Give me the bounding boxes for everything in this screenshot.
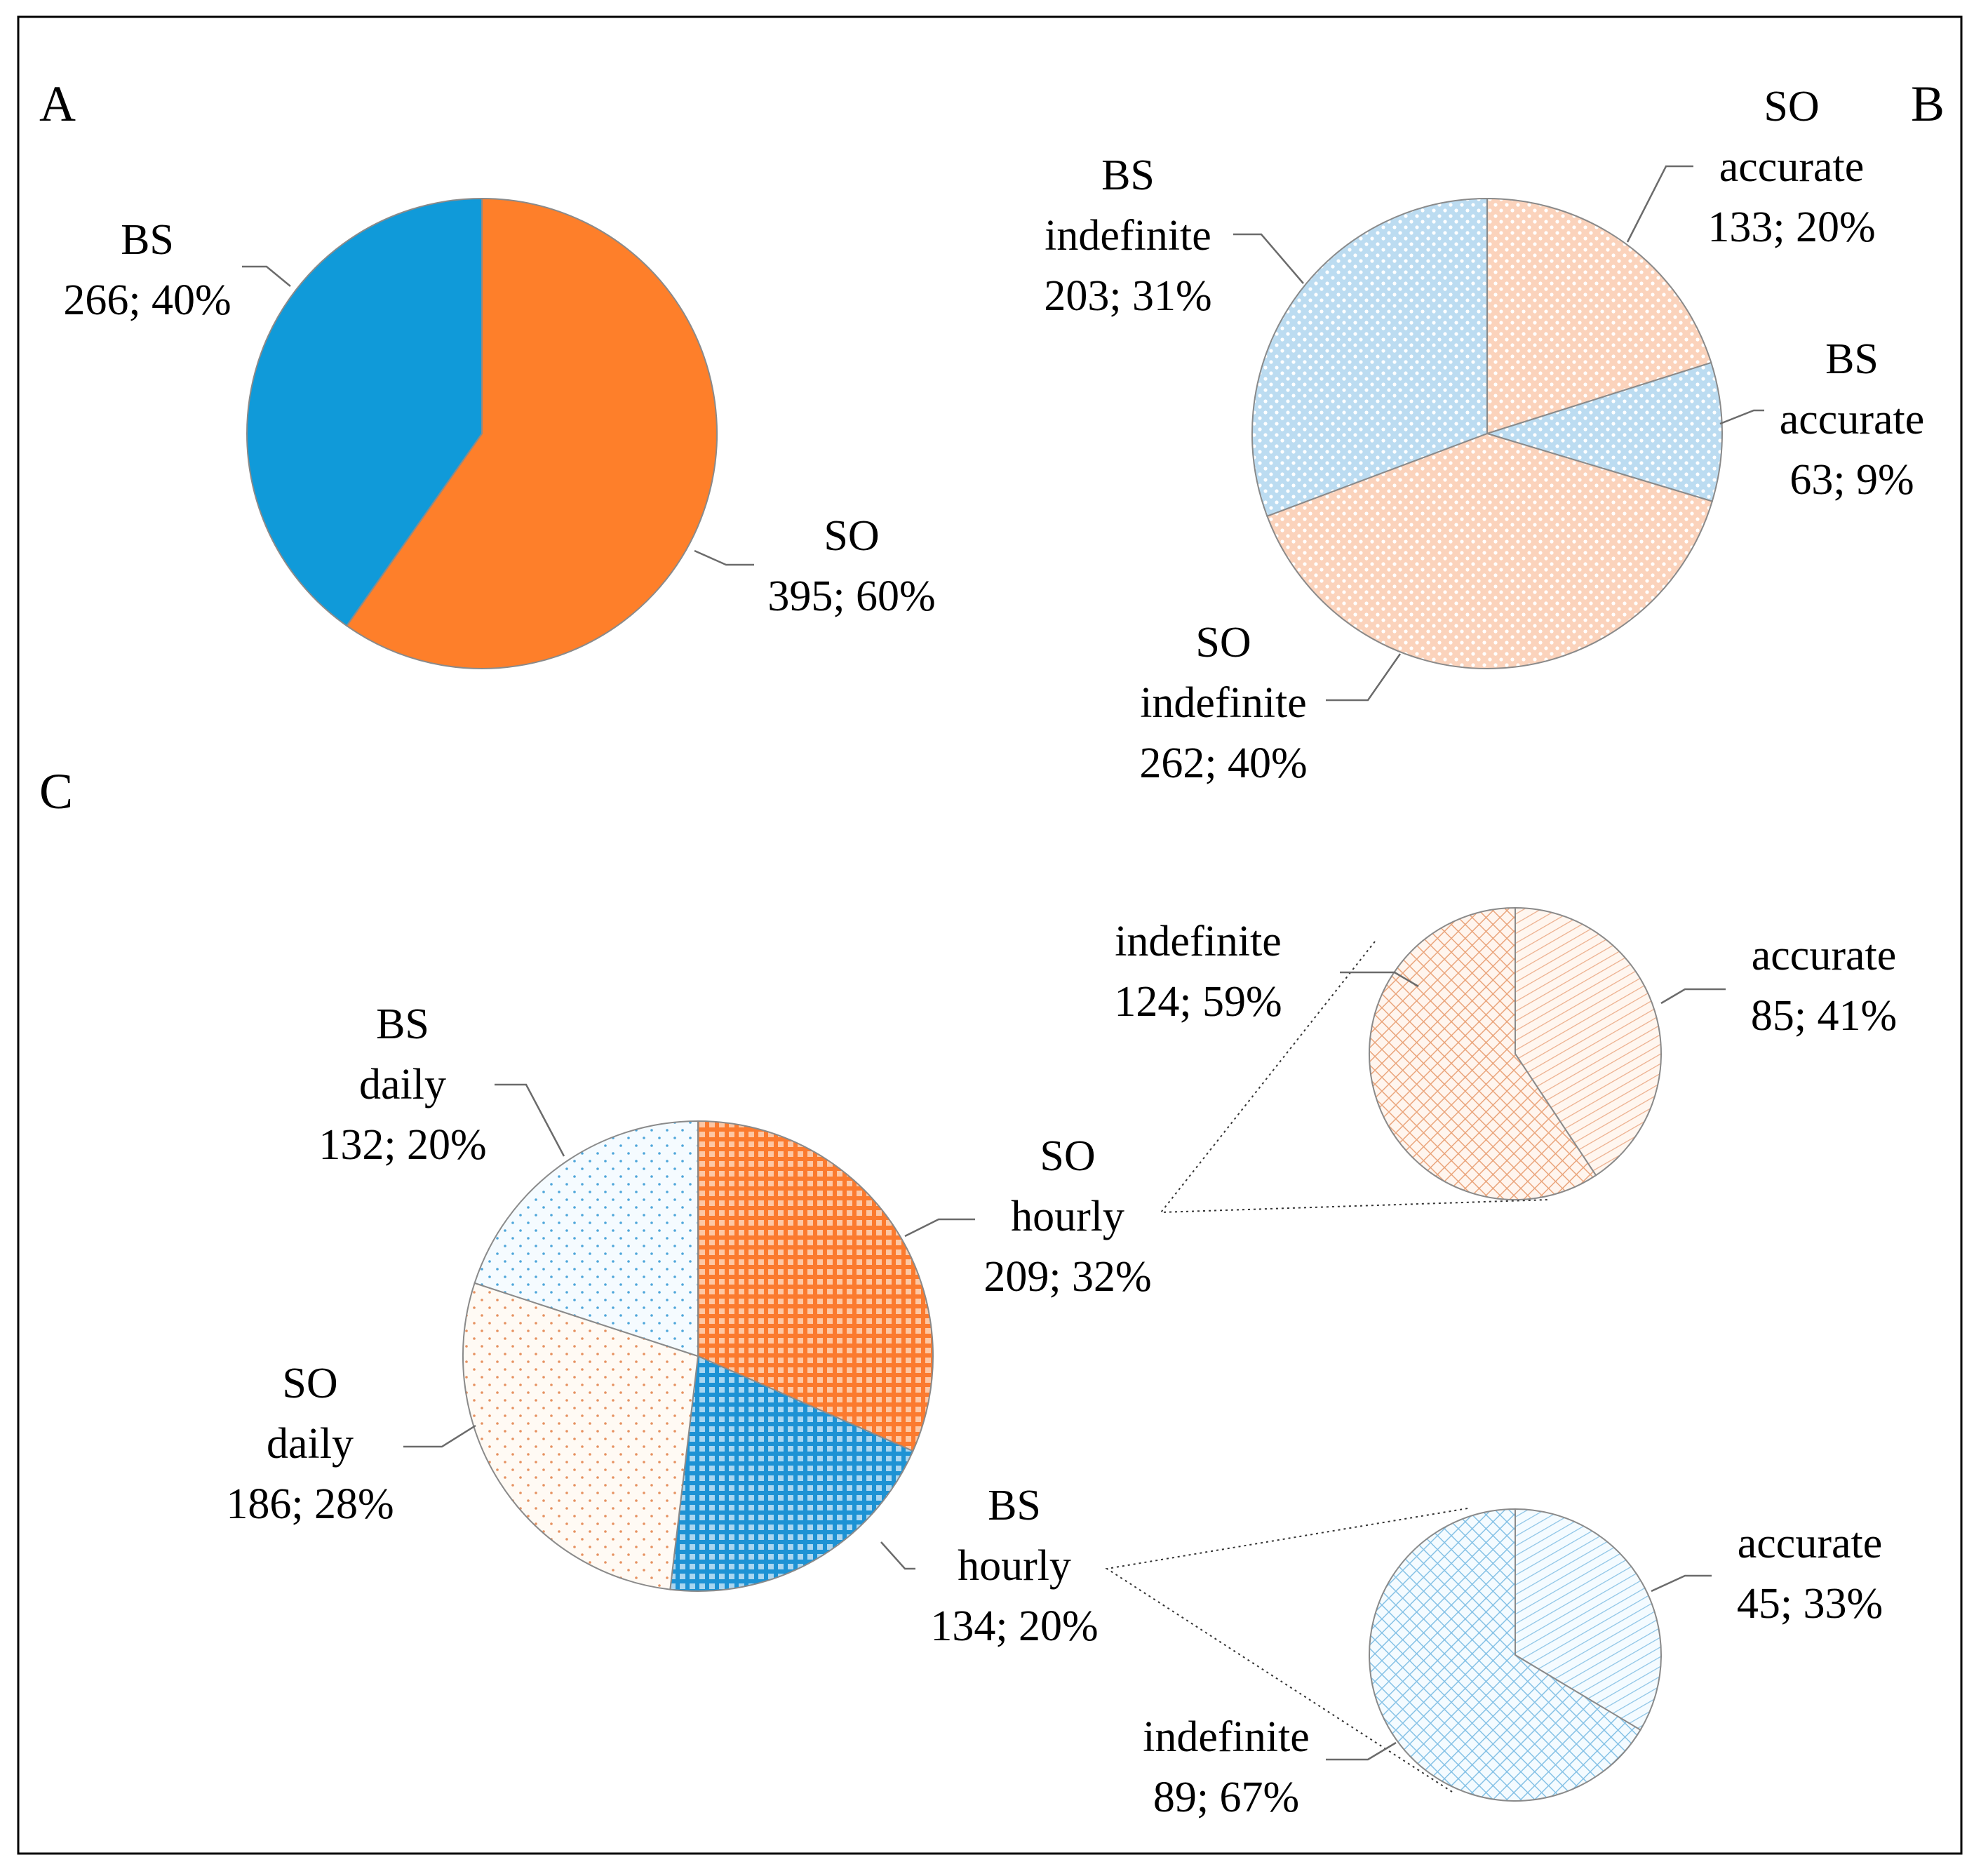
leader-a-so	[694, 549, 754, 566]
label-b-so-indefinite-1: SO	[1195, 619, 1251, 666]
leader-b-so-accurate	[1626, 165, 1693, 243]
label-c2-indefinite-1: indefinite	[1143, 1713, 1310, 1761]
pie-b-slice-so-accurate	[1486, 197, 1712, 435]
leader-c1-accurate	[1660, 988, 1726, 1005]
label-c1-indefinite-1: indefinite	[1115, 918, 1282, 965]
pie-b-slice-bs-indefinite	[1251, 197, 1488, 517]
pie-c1-slice-indefinite	[1369, 906, 1597, 1200]
leader-c-so-daily	[403, 1424, 476, 1448]
pie-c2-slice-indefinite	[1369, 1508, 1641, 1802]
label-b-so-indefinite-2: indefinite	[1140, 679, 1307, 727]
pie-b-slice-so-indefinite	[1266, 432, 1714, 669]
label-c-so-hourly-2: hourly	[1011, 1193, 1124, 1240]
label-b-bs-indefinite-3: 203; 31%	[1044, 272, 1211, 320]
label-c1-indefinite-3: 124; 59%	[1114, 978, 1282, 1026]
leader-b-bs-accurate	[1719, 409, 1764, 425]
label-b-bs-accurate-2: accurate	[1780, 396, 1924, 443]
label-b-so-accurate-1: SO	[1764, 83, 1819, 130]
label-c-bs-hourly-1: BS	[988, 1482, 1041, 1529]
label-c-bs-daily-2: daily	[359, 1061, 446, 1108]
pie-c-slice-bs-hourly	[669, 1355, 914, 1592]
leader-c-so-hourly	[904, 1218, 975, 1238]
leader-c1-indefinite	[1340, 971, 1419, 988]
pie-c: SO hourly 209; 32% BS hourly 134; 20% SO…	[226, 1000, 1151, 1650]
label-c1-accurate-1: accurate	[1752, 932, 1896, 979]
leader-c2-accurate	[1651, 1574, 1712, 1593]
connector-bs-hourly	[1105, 1508, 1468, 1793]
label-c2-indefinite-3: 89; 67%	[1153, 1774, 1299, 1821]
pie-c-slice-so-hourly	[697, 1120, 934, 1452]
label-a-bs-name: BS	[121, 216, 174, 264]
leader-c-bs-hourly	[880, 1541, 915, 1570]
pie-c-slice-so-daily	[462, 1282, 699, 1590]
pie-a-slice-so	[345, 197, 718, 669]
label-a-so-name: SO	[824, 512, 879, 560]
pie-b-slice-bs-accurate	[1484, 361, 1723, 502]
label-b-so-accurate-3: 133; 20%	[1707, 203, 1875, 251]
panel-label-b: B	[1911, 76, 1945, 132]
label-b-bs-accurate-1: BS	[1825, 335, 1879, 383]
figure-frame	[17, 15, 1963, 1855]
label-c-bs-daily-1: BS	[376, 1000, 429, 1048]
leader-c2-indefinite	[1326, 1741, 1397, 1761]
label-c-so-daily-3: 186; 28%	[226, 1480, 394, 1528]
label-b-so-accurate-2: accurate	[1719, 143, 1864, 191]
leader-a-bs	[242, 265, 291, 287]
label-c-so-hourly-3: 209; 32%	[983, 1253, 1151, 1301]
label-a-bs-value: 266; 40%	[63, 276, 231, 324]
leader-b-so-indefinite	[1326, 653, 1402, 702]
label-b-bs-accurate-3: 63; 9%	[1789, 456, 1914, 504]
label-c-so-daily-2: daily	[267, 1420, 354, 1468]
leader-c-bs-daily	[495, 1083, 565, 1157]
label-c-so-hourly-1: SO	[1040, 1132, 1095, 1180]
pie-c-bs-hourly-breakdown: accurate 45; 33% indefinite 89; 67%	[1143, 1508, 1883, 1821]
label-c1-accurate-3: 85; 41%	[1751, 992, 1897, 1040]
pie-c-slice-bs-daily	[474, 1120, 699, 1358]
label-b-so-indefinite-3: 262; 40%	[1139, 739, 1307, 787]
panel-label-a: A	[39, 76, 76, 132]
panel-label-c: C	[39, 763, 73, 819]
label-c2-accurate-3: 45; 33%	[1737, 1580, 1883, 1628]
label-a-so-value: 395; 60%	[767, 572, 935, 620]
label-c-bs-hourly-3: 134; 20%	[930, 1602, 1098, 1650]
leader-b-bs-indefinite	[1233, 233, 1304, 284]
pie-a-slice-bs	[246, 197, 483, 627]
pie-a: BS 266; 40% SO 395; 60%	[63, 197, 936, 669]
label-b-bs-indefinite-1: BS	[1101, 152, 1155, 199]
label-b-bs-indefinite-2: indefinite	[1045, 212, 1211, 260]
label-c-bs-daily-3: 132; 20%	[318, 1121, 486, 1169]
label-c-bs-hourly-2: hourly	[958, 1542, 1071, 1590]
pie-c-so-hourly-breakdown: accurate 85; 41% indefinite 124; 59%	[1114, 906, 1897, 1200]
label-c2-accurate-1: accurate	[1738, 1520, 1882, 1567]
pie-b: SO accurate 133; 20% BS accurate 63; 9% …	[1044, 83, 1924, 787]
pie-c2-slice-accurate	[1515, 1508, 1662, 1731]
label-c-so-daily-1: SO	[282, 1360, 337, 1407]
